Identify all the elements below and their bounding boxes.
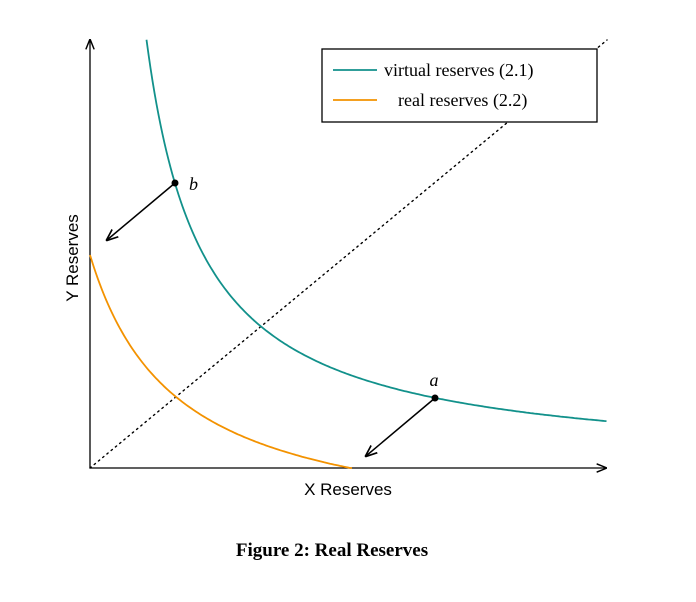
point-a [431, 394, 439, 402]
point-label: a [430, 370, 439, 390]
point-b [171, 179, 179, 187]
arrow-b [107, 182, 176, 240]
legend-label: virtual reserves (2.1) [384, 60, 533, 81]
virtual-curve [145, 39, 607, 422]
real-curve [89, 254, 352, 469]
caption: Figure 2: Real Reserves [236, 540, 428, 561]
arrow-a [366, 397, 436, 456]
legend-label: real reserves (2.2) [398, 90, 527, 111]
point-label: b [189, 174, 198, 194]
legend [321, 48, 598, 123]
x-axis-label: X Reserves [304, 480, 392, 499]
y-axis-label: Y Reserves [63, 214, 82, 302]
